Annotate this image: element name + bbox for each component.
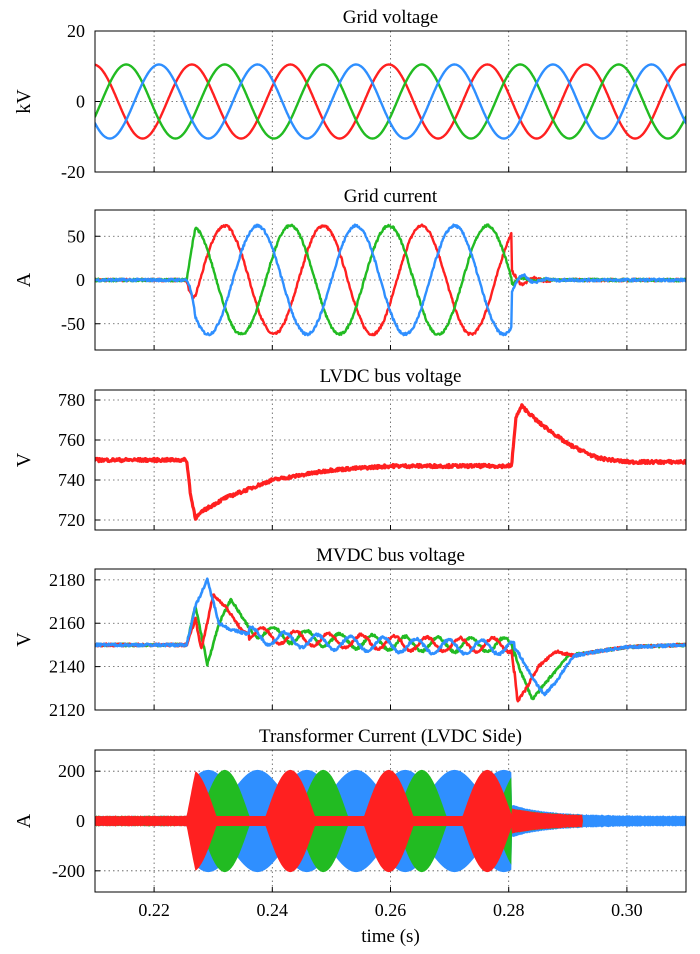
y-tick-label: -50 bbox=[61, 314, 85, 334]
series-line-3 bbox=[95, 223, 686, 337]
y-axis-label: A bbox=[13, 813, 35, 828]
panel-4: MVDC bus voltage 2120 2140 2160 2180 V bbox=[13, 545, 687, 720]
panel-title: Transformer Current (LVDC Side) bbox=[259, 726, 522, 747]
y-axis-label: V bbox=[13, 632, 35, 647]
y-tick-label: 780 bbox=[58, 390, 85, 410]
panel-1: Grid voltage -20 0 20 kV bbox=[13, 7, 687, 182]
y-tick-label: 2140 bbox=[49, 657, 85, 677]
series-line-1 bbox=[95, 403, 686, 521]
plot-frame bbox=[94, 568, 687, 711]
series-line-3 bbox=[95, 63, 686, 140]
panel-3: LVDC bus voltage 720 740 760 780 V bbox=[13, 366, 687, 531]
gridlines bbox=[95, 30, 686, 173]
x-tick-label: 0.24 bbox=[257, 900, 289, 920]
plot-frame bbox=[94, 749, 687, 893]
y-tick-label: 2120 bbox=[49, 700, 85, 720]
panel-2: Grid current -50 0 50 A bbox=[13, 186, 687, 351]
x-tick-label: 0.22 bbox=[138, 900, 170, 920]
series-line-2 bbox=[95, 63, 686, 140]
plot-frame bbox=[94, 30, 687, 173]
y-tick-label: 50 bbox=[67, 226, 85, 246]
x-tick-label: 0.30 bbox=[611, 900, 643, 920]
y-tick-label: 200 bbox=[58, 761, 85, 781]
x-axis: 0.22 0.24 0.26 0.28 0.30 time (s) bbox=[138, 900, 642, 947]
x-axis-label: time (s) bbox=[361, 926, 420, 947]
panel-title: LVDC bus voltage bbox=[320, 366, 462, 387]
y-axis-label: A bbox=[13, 272, 35, 287]
y-tick-label: 0 bbox=[76, 811, 85, 831]
y-tick-label: 760 bbox=[58, 430, 85, 450]
y-tick-label: -20 bbox=[61, 162, 85, 182]
series-band-3 bbox=[95, 769, 686, 873]
panel-5: Transformer Current (LVDC Side) -200 0 200 A bbox=[13, 726, 687, 893]
panel-title: MVDC bus voltage bbox=[316, 545, 465, 566]
traces bbox=[95, 403, 686, 521]
gridlines bbox=[95, 390, 686, 530]
y-tick-label: -200 bbox=[52, 861, 85, 881]
panel-title: Grid voltage bbox=[343, 7, 439, 28]
y-tick-label: 720 bbox=[58, 510, 85, 530]
series-line-3 bbox=[95, 577, 686, 697]
y-tick-label: 740 bbox=[58, 470, 85, 490]
x-tick-label: 0.28 bbox=[493, 900, 525, 920]
traces bbox=[95, 577, 686, 703]
series-line-1 bbox=[95, 63, 686, 140]
y-axis-label: kV bbox=[13, 89, 35, 114]
y-tick-label: 20 bbox=[67, 21, 85, 41]
y-tick-label: 2160 bbox=[49, 613, 85, 633]
y-tick-label: 2180 bbox=[49, 570, 85, 590]
panel-title: Grid current bbox=[344, 186, 438, 207]
traces bbox=[95, 63, 686, 140]
gridlines bbox=[95, 210, 686, 350]
x-tick-label: 0.26 bbox=[375, 900, 407, 920]
plot-frame bbox=[94, 209, 687, 351]
plot-frame bbox=[94, 389, 687, 531]
y-axis-label: V bbox=[13, 452, 35, 467]
y-tick-label: 0 bbox=[76, 270, 85, 290]
traces bbox=[95, 769, 686, 873]
gridlines bbox=[95, 569, 686, 711]
traces bbox=[95, 223, 686, 337]
y-tick-label: 0 bbox=[76, 92, 85, 112]
